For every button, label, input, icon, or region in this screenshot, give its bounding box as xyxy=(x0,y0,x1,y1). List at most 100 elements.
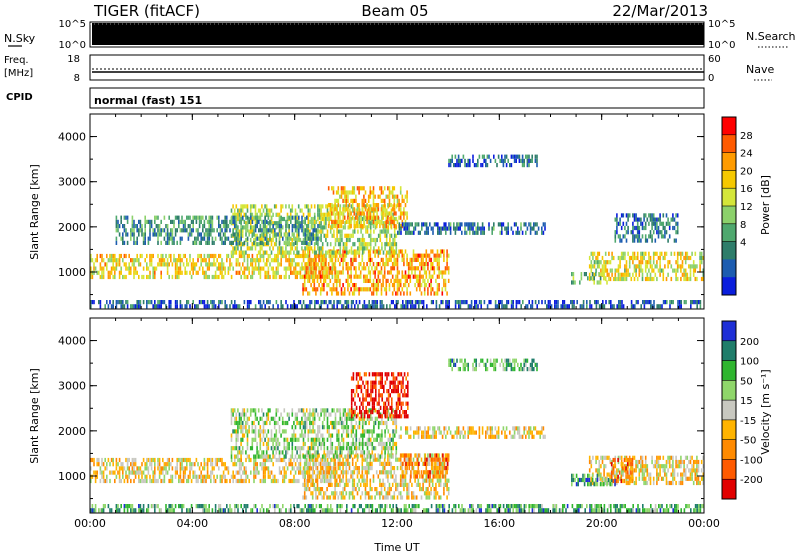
velocity-cell xyxy=(112,457,114,463)
velocity-cell xyxy=(406,457,408,462)
power-cell xyxy=(118,253,121,259)
power-cell xyxy=(379,262,381,267)
power-cell xyxy=(376,208,378,213)
power-cell xyxy=(402,304,404,309)
velocity-cell xyxy=(351,461,354,466)
power-cell xyxy=(633,213,636,218)
power-cell xyxy=(640,304,642,309)
power-cell xyxy=(510,154,513,159)
power-cell xyxy=(632,230,634,235)
power-cell xyxy=(227,270,230,275)
power-cell xyxy=(224,300,226,305)
power-cell xyxy=(356,211,359,216)
power-cell xyxy=(232,204,234,209)
power-cell xyxy=(222,266,225,271)
power-cell xyxy=(200,240,202,245)
power-cell xyxy=(371,237,374,243)
power-cell xyxy=(358,250,361,255)
power-cell xyxy=(327,224,330,229)
velocity-cell xyxy=(425,495,428,500)
power-cell xyxy=(381,246,383,251)
power-cell xyxy=(134,270,137,275)
power-cell xyxy=(589,304,591,309)
velocity-cell xyxy=(126,466,129,471)
velocity-cell xyxy=(337,466,340,471)
power-cell xyxy=(475,230,477,235)
power-cell xyxy=(318,221,321,226)
velocity-cell xyxy=(233,429,236,434)
power-cell xyxy=(630,230,633,235)
power-cell xyxy=(372,224,375,229)
power-cell xyxy=(238,208,241,213)
velocity-cell xyxy=(163,466,166,471)
power-cell xyxy=(321,257,324,262)
power-cell xyxy=(337,211,340,216)
velocity-cell xyxy=(298,470,300,475)
power-cell xyxy=(205,258,207,263)
power-cell xyxy=(253,270,255,275)
velocity-cell xyxy=(240,466,242,471)
power-cell xyxy=(675,272,677,277)
power-cell xyxy=(415,274,418,279)
power-cell xyxy=(347,278,349,283)
power-cell xyxy=(696,264,698,269)
power-cell xyxy=(420,274,423,279)
power-cell xyxy=(611,272,613,277)
power-cell xyxy=(176,266,178,271)
velocity-cell xyxy=(428,491,431,496)
velocity-cell xyxy=(224,462,226,467)
velocity-cell xyxy=(261,408,263,413)
power-cell xyxy=(331,270,333,275)
power-cell xyxy=(359,224,362,229)
power-cell xyxy=(430,278,432,283)
power-cell xyxy=(269,228,271,233)
power-cell xyxy=(409,278,412,283)
power-cell xyxy=(328,221,330,226)
power-cell xyxy=(497,222,500,227)
velocity-cell xyxy=(426,457,428,462)
power-cell xyxy=(160,228,162,233)
velocity-cell xyxy=(308,457,311,462)
power-cell xyxy=(366,262,368,267)
power-cell xyxy=(243,300,246,305)
power-cell xyxy=(349,237,351,243)
power-cell xyxy=(427,230,429,235)
velocity-cell xyxy=(182,466,185,471)
velocity-cell xyxy=(439,470,442,475)
power-cell xyxy=(301,266,303,271)
power-cell xyxy=(101,266,103,271)
power-cell xyxy=(528,222,530,227)
power-cell xyxy=(636,225,639,231)
velocity-cell xyxy=(254,416,257,421)
power-cell xyxy=(233,250,236,255)
power-cell xyxy=(358,242,361,247)
power-cell xyxy=(381,229,383,234)
power-cell xyxy=(435,222,437,227)
velocity-cell xyxy=(246,454,249,459)
power-cell xyxy=(315,228,318,233)
power-cell xyxy=(270,215,273,220)
power-cell xyxy=(237,258,239,263)
velocity-cell xyxy=(152,474,154,479)
power-cell xyxy=(317,228,319,233)
power-cell xyxy=(684,268,687,273)
velocity-cell xyxy=(282,474,284,479)
power-cell xyxy=(608,300,610,305)
velocity-cell xyxy=(303,491,306,496)
velocity-cell xyxy=(426,470,428,475)
velocity-cell xyxy=(411,491,413,496)
power-cell xyxy=(590,251,593,256)
power-cell xyxy=(319,278,322,283)
velocity-cell xyxy=(406,453,408,458)
power-cell xyxy=(323,287,325,292)
power-cell xyxy=(415,257,418,262)
power-cell xyxy=(333,250,335,255)
velocity-cell xyxy=(128,474,130,479)
velocity-cell xyxy=(319,466,322,471)
power-cell xyxy=(305,287,308,292)
velocity-cell xyxy=(330,470,332,475)
velocity-cell xyxy=(208,474,210,479)
power-cell xyxy=(339,283,341,288)
power-cell xyxy=(396,266,399,271)
velocity-cell xyxy=(232,429,234,434)
